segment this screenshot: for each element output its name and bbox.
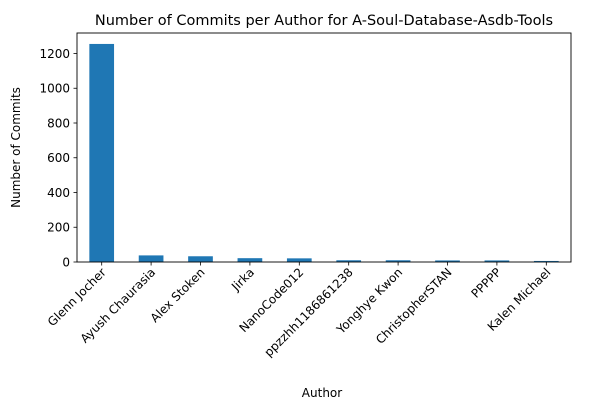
x-tick-label: ppzzhh1186861238 bbox=[261, 265, 355, 359]
y-tick-label: 1000 bbox=[39, 82, 70, 96]
bar bbox=[138, 255, 164, 262]
y-tick-label: 400 bbox=[47, 186, 70, 200]
chart-title: Number of Commits per Author for A-Soul-… bbox=[95, 13, 553, 29]
y-tick-label: 0 bbox=[62, 255, 70, 269]
x-tick-label: PPPPP bbox=[469, 265, 504, 300]
y-tick-label: 600 bbox=[47, 151, 70, 165]
bar bbox=[237, 258, 263, 262]
y-axis-ticks: 0 200 400 600 800 1000 1200 bbox=[39, 47, 77, 269]
y-axis-label: Number of Commits bbox=[9, 87, 23, 208]
bar bbox=[336, 260, 362, 262]
x-tick-label: Jirka bbox=[228, 265, 257, 294]
bar bbox=[286, 258, 312, 262]
bar bbox=[188, 256, 213, 262]
bar bbox=[533, 260, 559, 262]
bar bbox=[484, 260, 510, 262]
x-axis-label: Author bbox=[302, 386, 342, 400]
bar bbox=[385, 260, 411, 262]
bar bbox=[89, 43, 115, 262]
y-tick-label: 1200 bbox=[39, 47, 70, 61]
bars bbox=[89, 43, 559, 262]
plot-frame bbox=[76, 32, 572, 263]
bar bbox=[435, 260, 460, 262]
y-tick-label: 800 bbox=[47, 116, 70, 130]
y-tick-label: 200 bbox=[47, 221, 70, 235]
